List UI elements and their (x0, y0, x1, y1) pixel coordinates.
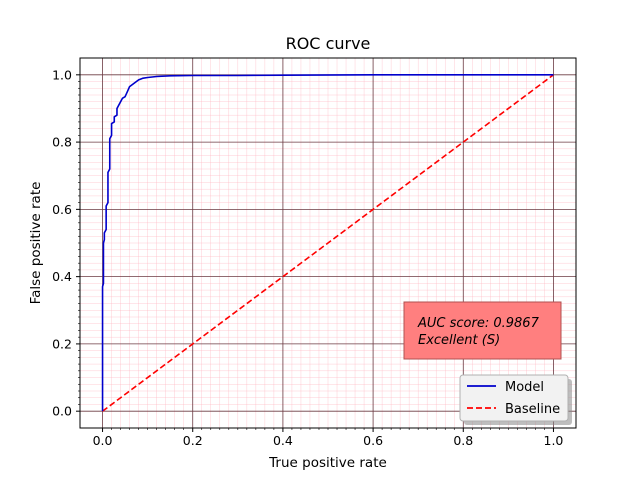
legend-model-label: Model (505, 380, 544, 395)
annotation-background (403, 301, 562, 360)
minor-grid (80, 58, 576, 428)
annotation-box: AUC score: 0.9867 Excellent (S) (403, 301, 562, 360)
x-tick-label: 0.8 (453, 433, 473, 448)
y-tick-label: 0.8 (52, 135, 72, 150)
x-tick-label: 0.0 (93, 433, 113, 448)
y-tick-label: 0.4 (52, 269, 72, 284)
x-tick-label: 0.6 (363, 433, 383, 448)
x-tick-label: 1.0 (544, 433, 564, 448)
y-tick-label: 0.6 (52, 202, 72, 217)
model-series-line (101, 74, 554, 412)
x-tick-label: 0.4 (273, 433, 293, 448)
y-tick-label: 0.2 (52, 336, 72, 351)
x-tick-label: 0.2 (183, 433, 203, 448)
annotation-grade-text: Excellent (S) (418, 333, 500, 348)
y-tick-label: 1.0 (52, 67, 72, 82)
y-axis-ticks: 0.0 0.2 0.4 0.6 0.8 1.0 (52, 67, 80, 419)
legend: Model Baseline (459, 374, 572, 425)
y-axis-label: False positive rate (28, 182, 44, 305)
series-layer (101, 74, 554, 412)
baseline-series-line (102, 74, 554, 412)
y-tick-label: 0.0 (52, 404, 72, 419)
x-axis-label: True positive rate (268, 455, 387, 471)
legend-baseline-label: Baseline (505, 402, 560, 417)
chart-title: ROC curve (286, 34, 371, 53)
x-axis-ticks: 0.0 0.2 0.4 0.6 0.8 1.0 (93, 428, 564, 448)
annotation-auc-text: AUC score: 0.9867 (417, 316, 540, 331)
